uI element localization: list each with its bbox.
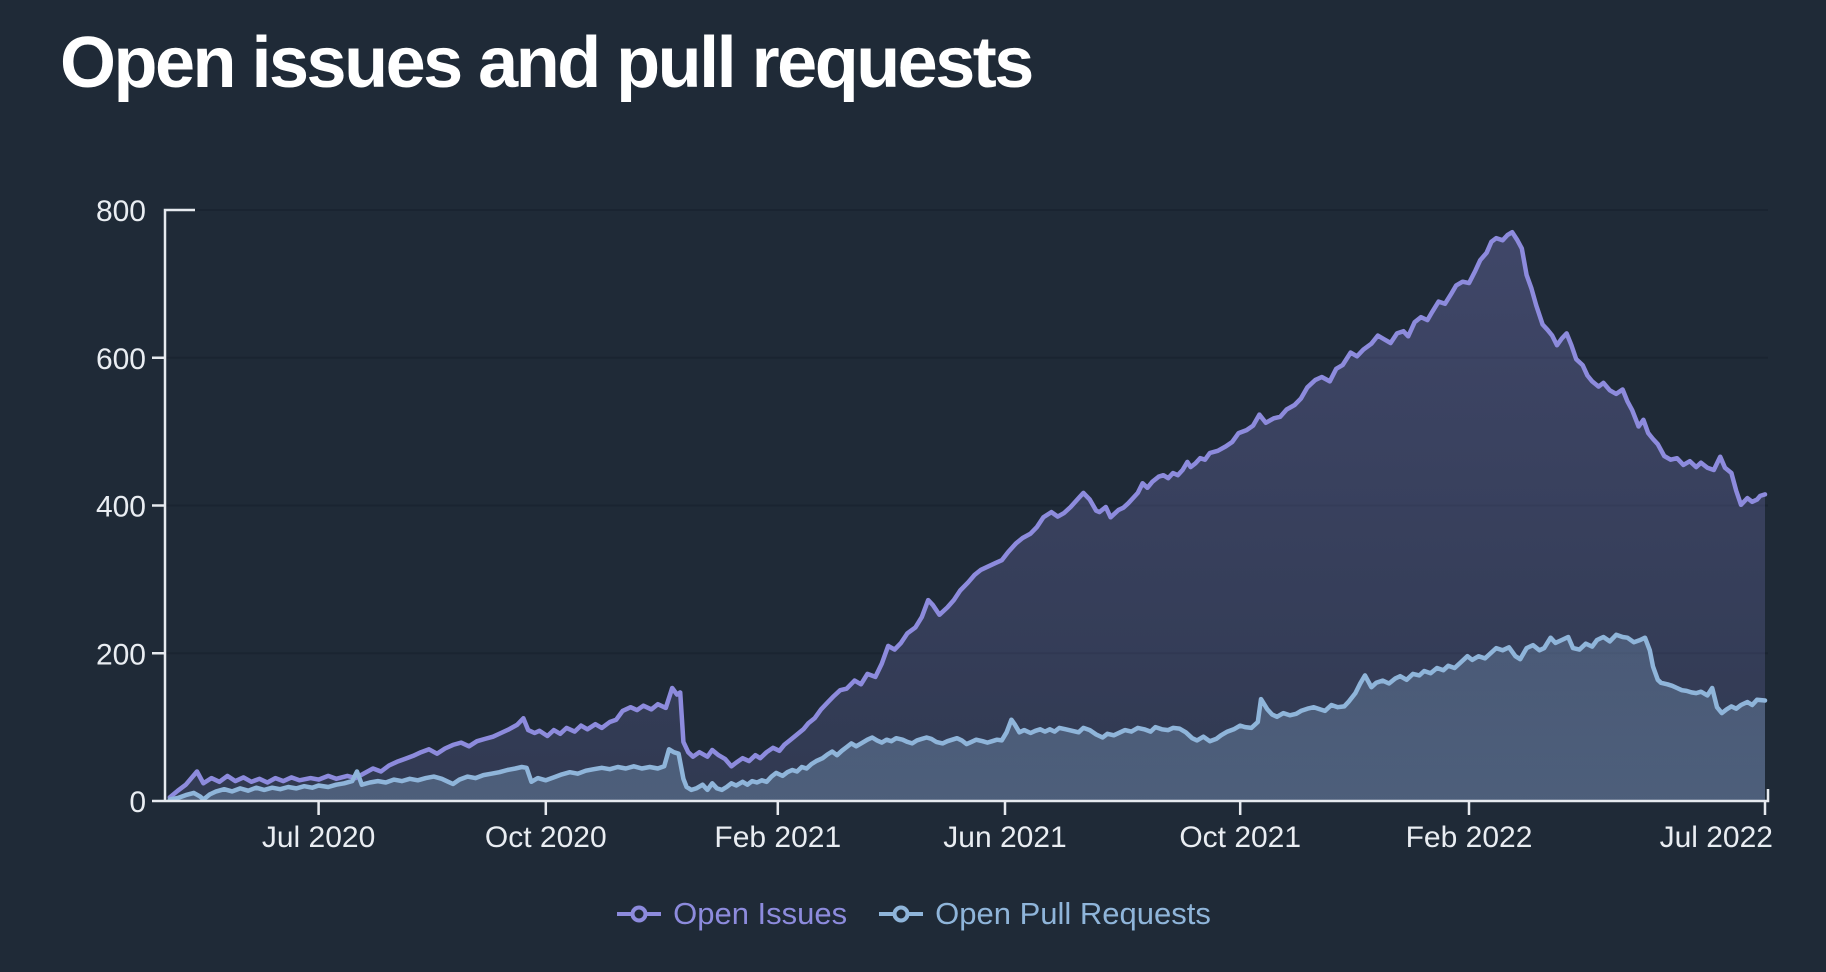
legend-item-open-issues[interactable]: Open Issues	[615, 896, 847, 932]
y-tick-label: 200	[96, 638, 146, 671]
x-tick-label: Feb 2021	[714, 821, 841, 854]
series-lines	[167, 229, 1768, 802]
y-tick-label: 600	[96, 343, 146, 376]
line-open-pull-requests	[167, 632, 1768, 802]
area-open-pull-requests	[169, 634, 1765, 801]
page-title: Open issues and pull requests	[60, 23, 1034, 103]
series-areas	[169, 232, 1765, 801]
y-tick-label: 400	[96, 491, 146, 524]
area-open-issues	[169, 232, 1765, 801]
y-tick-label: 800	[96, 195, 146, 228]
y-tick-label: 0	[129, 786, 146, 819]
open-issues-legend-marker-icon	[617, 905, 662, 923]
axis-line	[152, 208, 1770, 815]
x-tick-label: Jul 2020	[262, 821, 375, 854]
chart-legend: Open Issues Open Pull Requests	[0, 896, 1826, 932]
x-tick-label: Jun 2021	[943, 821, 1066, 854]
x-tick-label: Oct 2020	[485, 821, 607, 854]
x-axis-labels: Jul 2020 Oct 2020 Feb 2021 Jun 2021 Oct 2021…	[262, 821, 1773, 854]
line-open-issues	[167, 229, 1768, 800]
y-axis-labels: 0 200 400 600 800	[96, 195, 146, 819]
legend-item-open-pull-requests[interactable]: Open Pull Requests	[877, 896, 1211, 932]
axes	[152, 208, 1770, 815]
open-pull-requests-legend-marker-icon	[879, 905, 924, 923]
x-tick-label: Oct 2021	[1179, 821, 1301, 854]
x-tick-label: Jul 2022	[1660, 821, 1773, 854]
x-tick-label: Feb 2022	[1406, 821, 1533, 854]
legend-label-open-pull-requests: Open Pull Requests	[935, 896, 1211, 931]
legend-label-open-issues: Open Issues	[673, 896, 848, 931]
